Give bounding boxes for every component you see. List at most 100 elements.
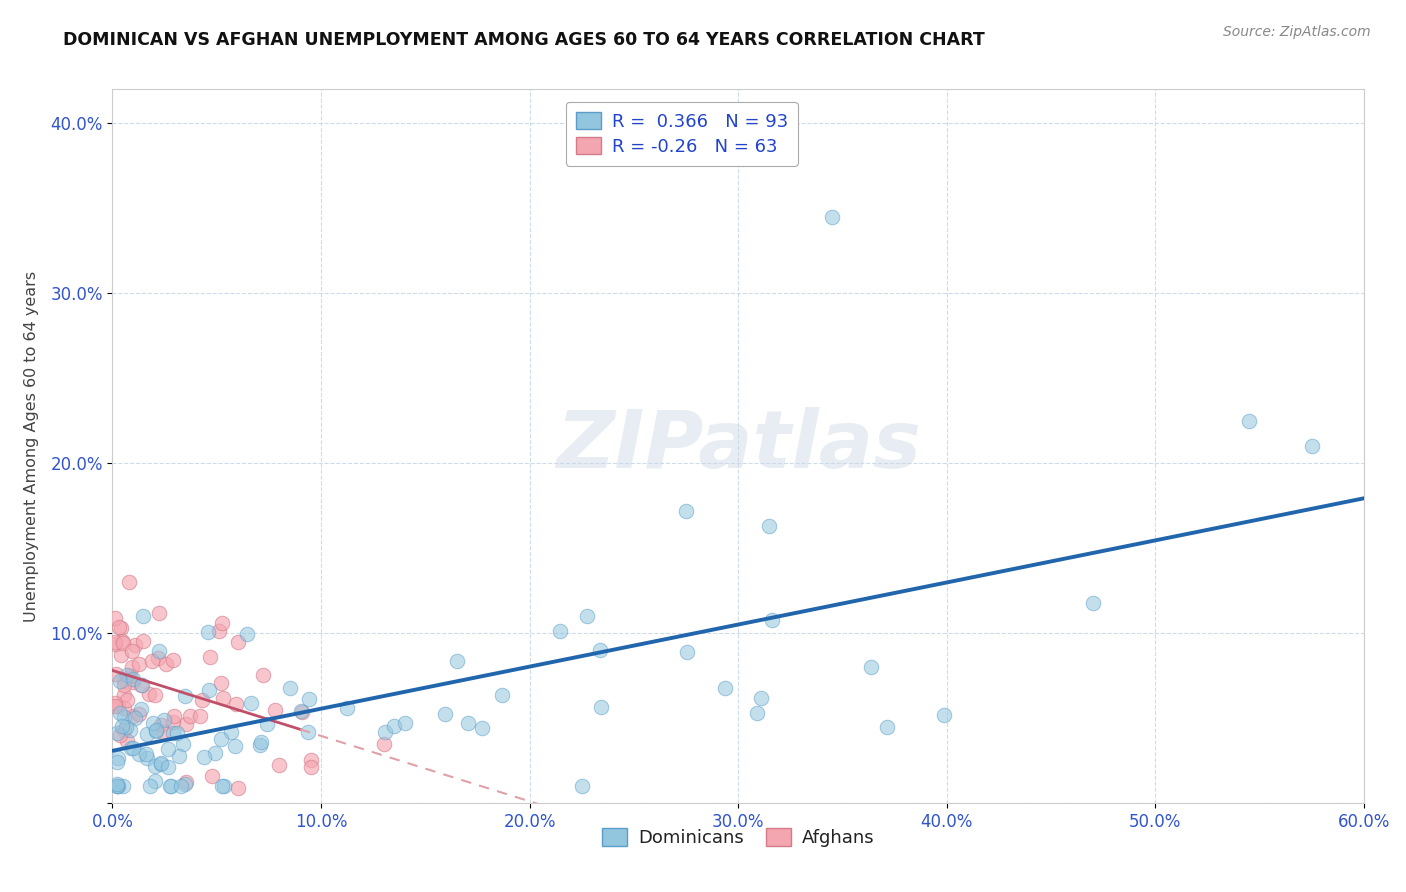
Point [107,750,129,764]
Point [374,724,396,739]
Point [211,615,233,630]
Point [148,644,170,658]
Point [105,779,128,793]
Point [138,687,160,701]
Point [135,727,157,741]
Point [129,702,152,716]
Point [174,777,197,791]
Point [143,773,166,788]
Point [163,709,186,723]
Point [291,705,314,719]
Text: Source: ZipAtlas.com: Source: ZipAtlas.com [1223,25,1371,39]
Point [110,648,132,663]
Point [204,746,226,760]
Point [576,608,599,623]
Point [112,779,135,793]
Point [145,724,167,739]
Point [821,210,844,224]
Point [111,634,134,648]
Point [225,698,247,712]
Point [198,650,221,665]
Point [589,699,612,714]
Point [156,741,179,756]
Point [179,709,201,723]
Point [107,620,129,634]
Point [139,779,162,793]
Point [1237,413,1260,427]
Point [129,678,152,692]
Point [118,723,141,737]
Point [115,692,138,706]
Point [122,740,145,755]
Point [170,779,193,793]
Point [145,723,167,738]
Point [761,613,783,627]
Point [550,624,572,639]
Point [471,722,494,736]
Point [336,701,359,715]
Point [162,726,184,740]
Point [155,657,177,671]
Point [298,691,321,706]
Point [211,779,233,793]
Point [149,756,172,771]
Point [249,738,271,752]
Point [103,696,125,710]
Text: ZIPatlas: ZIPatlas [555,407,921,485]
Point [162,653,184,667]
Point [299,759,322,773]
Point [191,693,214,707]
Point [1301,439,1323,453]
Point [107,698,129,713]
Point [197,624,219,639]
Point [166,726,188,740]
Point [110,622,132,636]
Point [112,701,135,715]
Point [111,719,134,733]
Point [128,657,150,671]
Point [172,737,194,751]
Point [226,781,249,796]
Point [105,726,128,740]
Point [112,636,135,650]
Point [108,706,131,720]
Point [714,681,737,695]
Point [121,659,143,673]
Point [588,643,610,657]
Point [112,673,135,688]
Point [264,703,287,717]
Point [122,672,145,686]
Point [571,779,593,793]
Point [212,691,235,706]
Point [373,737,395,751]
Point [152,714,174,728]
Point [209,676,232,690]
Point [457,715,479,730]
Point [219,724,242,739]
Point [190,708,212,723]
Point [224,739,246,753]
Point [932,707,955,722]
Point [112,709,135,723]
Y-axis label: Unemployment Among Ages 60 to 64 years: Unemployment Among Ages 60 to 64 years [24,270,39,622]
Point [104,699,127,714]
Point [121,643,143,657]
Point [209,731,232,746]
Point [299,753,322,767]
Point [124,639,146,653]
Point [128,747,150,762]
Point [491,688,513,702]
Point [252,667,274,681]
Point [235,627,257,641]
Point [675,503,697,517]
Point [108,728,131,742]
Point [758,519,780,533]
Point [394,716,416,731]
Point [162,714,184,729]
Point [148,607,170,621]
Point [676,645,699,659]
Point [135,747,157,761]
Point [382,719,405,733]
Legend: Dominicans, Afghans: Dominicans, Afghans [595,822,882,855]
Point [446,654,468,668]
